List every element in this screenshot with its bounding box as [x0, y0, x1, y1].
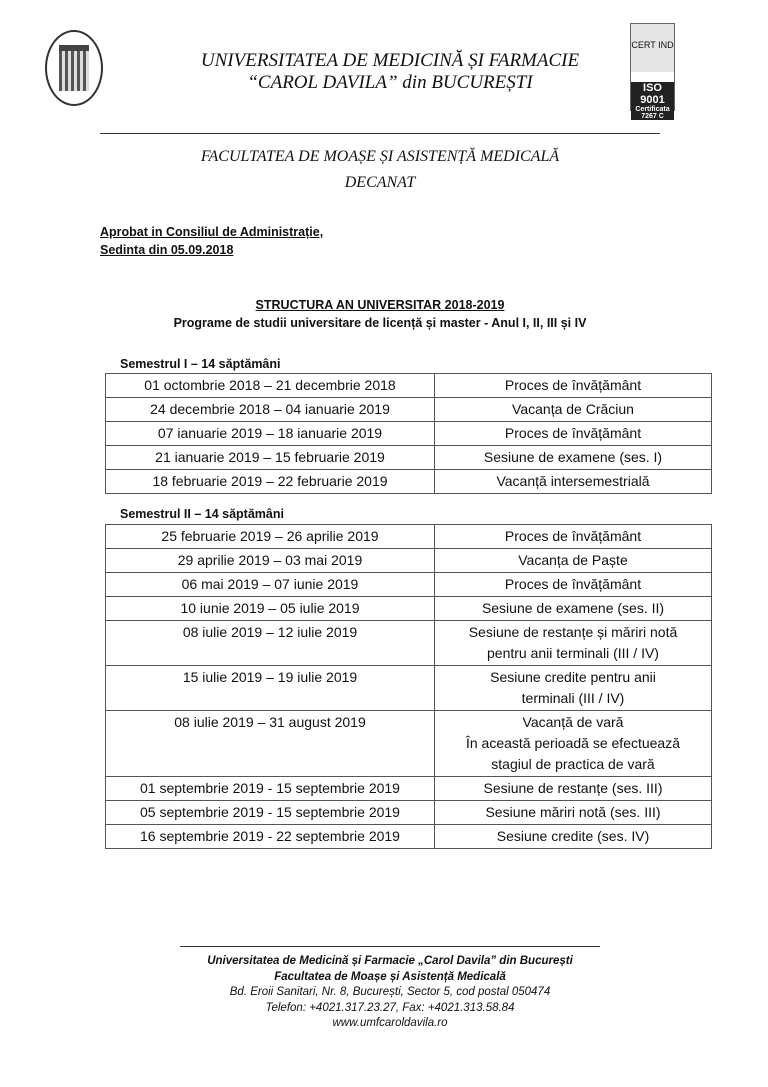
iso-cert-logo: CERT IND ISO 9001 Certificata 7267 C	[630, 23, 675, 120]
activity-cell: Vacanța de Crăciun	[434, 397, 712, 422]
period-cell: 01 octombrie 2018 – 21 decembrie 2018	[105, 373, 435, 398]
university-seal-logo	[45, 30, 103, 106]
period-cell: 08 iulie 2019 – 12 iulie 2019	[105, 620, 435, 666]
table-row: 15 iulie 2019 – 19 iulie 2019 Sesiune cre…	[105, 665, 712, 711]
activity-cell: Sesiune credite pentru anii terminali (I…	[434, 665, 712, 711]
semester1-table: 01 octombrie 2018 – 21 decembrie 2018 Pro…	[105, 373, 712, 494]
doc-subtitle: Programe de studii universitare de licen…	[173, 316, 587, 330]
period-cell: 25 februarie 2019 – 26 aprilie 2019	[105, 524, 435, 549]
activity-cell: Proces de învățământ	[434, 572, 712, 597]
table-row: 25 februarie 2019 – 26 aprilie 2019 Proce…	[105, 524, 712, 549]
footer-divider	[180, 946, 600, 947]
activity-cell: Sesiune de examene (ses. I)	[434, 445, 712, 470]
table-row: 01 septembrie 2019 - 15 septembrie 2019 S…	[105, 776, 712, 801]
footer-faculty: Facultatea de Moașe și Asistență Medical…	[274, 970, 506, 983]
period-cell: 24 decembrie 2018 – 04 ianuarie 2019	[105, 397, 435, 422]
period-cell: 06 mai 2019 – 07 iunie 2019	[105, 572, 435, 597]
faculty-name: FACULTATEA DE MOAȘE ȘI ASISTENȚĂ MEDICAL…	[200, 148, 560, 165]
table-row: 21 ianuarie 2019 – 15 februarie 2019 Sesi…	[105, 445, 712, 470]
cert-number: Certificata 7267 C	[635, 106, 670, 120]
table-row: 08 iulie 2019 – 12 iulie 2019 Sesiune de …	[105, 620, 712, 666]
footer-address: Bd. Eroii Sanitari, Nr. 8, București, Se…	[229, 986, 551, 998]
table-row: 18 februarie 2019 – 22 februarie 2019 Vac…	[105, 469, 712, 494]
activity-cell: Proces de învățământ	[434, 524, 712, 549]
table-row: 07 ianuarie 2019 – 18 ianuarie 2019 Proce…	[105, 421, 712, 446]
university-name: UNIVERSITATEA DE MEDICINĂ ȘI FARMACIE	[200, 50, 580, 71]
activity-cell: Vacanță intersemestrială	[434, 469, 712, 494]
activity-cell: Vacanța de Paște	[434, 548, 712, 573]
period-cell: 05 septembrie 2019 - 15 septembrie 2019	[105, 800, 435, 825]
activity-cell: Sesiune de restanțe (ses. III)	[434, 776, 712, 801]
activity-cell: Sesiune credite (ses. IV)	[434, 824, 712, 849]
activity-cell: Proces de învățământ	[434, 421, 712, 446]
period-cell: 07 ianuarie 2019 – 18 ianuarie 2019	[105, 421, 435, 446]
iso-label: ISO 9001	[640, 82, 665, 106]
activity-cell: Proces de învățământ	[434, 373, 712, 398]
table-row: 16 septembrie 2019 - 22 septembrie 2019 S…	[105, 824, 712, 849]
semester2-label: Semestrul II – 14 săptămâni	[120, 507, 284, 521]
dean-office: DECANAT	[344, 174, 416, 191]
semester2-table: 25 februarie 2019 – 26 aprilie 2019 Proce…	[105, 524, 712, 849]
period-cell: 18 februarie 2019 – 22 februarie 2019	[105, 469, 435, 494]
footer-university: Universitatea de Medicină și Farmacie „C…	[207, 955, 573, 967]
table-row: 29 aprilie 2019 – 03 mai 2019 Vacanța de …	[105, 548, 712, 573]
table-row: 06 mai 2019 – 07 iunie 2019 Proces de înv…	[105, 572, 712, 597]
table-row: 01 octombrie 2018 – 21 decembrie 2018 Pro…	[105, 373, 712, 398]
activity-cell: Sesiune măriri notă (ses. III)	[434, 800, 712, 825]
period-cell: 08 iulie 2019 – 31 august 2019	[105, 710, 435, 777]
period-cell: 21 ianuarie 2019 – 15 februarie 2019	[105, 445, 435, 470]
cert-brand: CERT IND	[631, 24, 674, 72]
footer-phone: Telefon: +4021.317.23.27, Fax: +4021.313…	[265, 1001, 515, 1014]
period-cell: 01 septembrie 2019 - 15 septembrie 2019	[105, 776, 435, 801]
table-row: 05 septembrie 2019 - 15 septembrie 2019 S…	[105, 800, 712, 825]
activity-cell: Sesiune de restanțe și măriri notă pentr…	[434, 620, 712, 666]
footer: Universitatea de Medicină și Farmacie „C…	[150, 954, 630, 1032]
activity-cell: Sesiune de examene (ses. II)	[434, 596, 712, 621]
footer-website[interactable]: www.umfcaroldavila.ro	[332, 1017, 448, 1029]
period-cell: 16 septembrie 2019 - 22 septembrie 2019	[105, 824, 435, 849]
approval-line1: Aprobat in Consiliul de Administrație,	[100, 225, 324, 239]
approval-line2: Sedinta din 05.09.2018	[100, 243, 234, 257]
table-row: 10 iunie 2019 – 05 iulie 2019 Sesiune de …	[105, 596, 712, 621]
table-row: 08 iulie 2019 – 31 august 2019 Vacanță de…	[105, 710, 712, 777]
header-divider	[100, 133, 660, 134]
semester1-label: Semestrul I – 14 săptămâni	[120, 357, 281, 371]
table-row: 24 decembrie 2018 – 04 ianuarie 2019 Vaca…	[105, 397, 712, 422]
period-cell: 15 iulie 2019 – 19 iulie 2019	[105, 665, 435, 711]
period-cell: 10 iunie 2019 – 05 iulie 2019	[105, 596, 435, 621]
university-name-line2: “CAROL DAVILA” din BUCUREȘTI	[247, 72, 533, 93]
period-cell: 29 aprilie 2019 – 03 mai 2019	[105, 548, 435, 573]
activity-cell: Vacanță de vară În această perioadă se e…	[434, 710, 712, 777]
doc-title: STRUCTURA AN UNIVERSITAR 2018-2019	[255, 298, 505, 312]
